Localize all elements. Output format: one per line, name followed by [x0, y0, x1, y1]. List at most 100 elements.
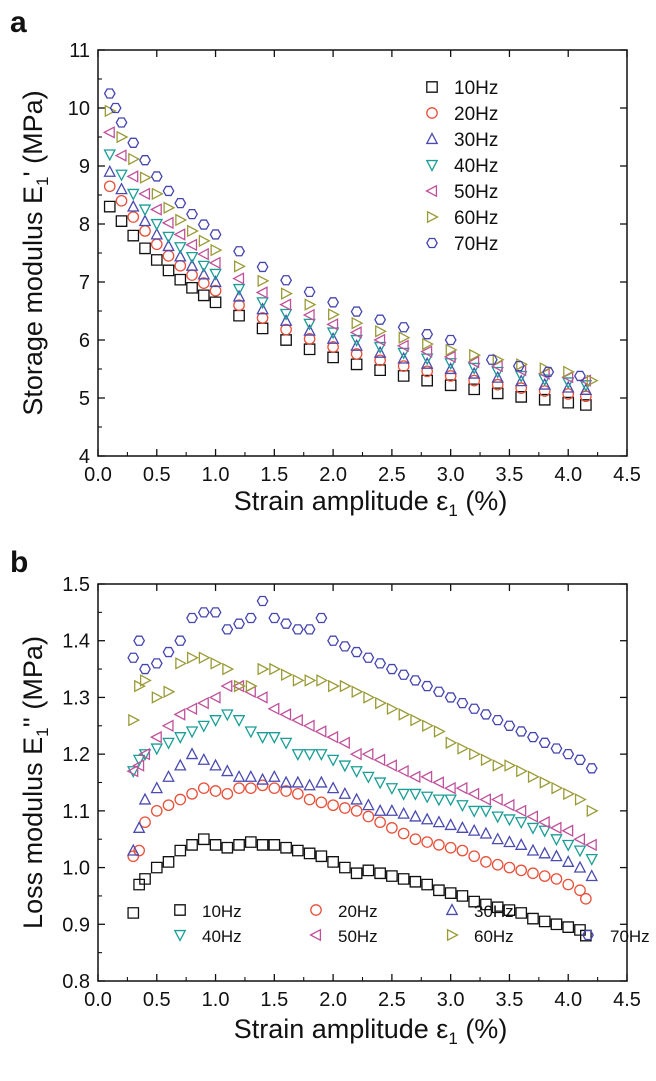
data-point — [420, 356, 434, 369]
data-point — [409, 875, 422, 888]
data-point — [421, 374, 434, 387]
data-point — [304, 674, 317, 687]
data-point — [527, 912, 539, 925]
data-point — [362, 810, 375, 823]
data-point — [138, 747, 151, 761]
data-point — [580, 892, 592, 905]
data-point — [468, 895, 481, 908]
data-point — [469, 747, 482, 761]
data-point — [139, 873, 151, 885]
y-tick-label: 6 — [79, 330, 90, 352]
data-point — [562, 878, 575, 891]
x-tick-label: 3.0 — [437, 464, 465, 486]
data-point — [456, 697, 469, 709]
data-point — [232, 289, 246, 302]
x-tick-label: 1.0 — [202, 989, 230, 1011]
data-point — [514, 370, 528, 383]
data-point — [539, 362, 552, 375]
data-point — [209, 284, 222, 297]
legend-item: 70Hz — [582, 927, 650, 946]
data-point — [102, 126, 115, 139]
data-point — [197, 782, 210, 795]
data-point — [350, 358, 363, 371]
data-point — [304, 298, 317, 311]
data-point — [456, 821, 469, 833]
data-point — [186, 787, 198, 800]
x-tick-label: 1.5 — [260, 464, 288, 486]
data-point — [221, 787, 234, 800]
data-point — [432, 686, 445, 697]
data-point — [339, 802, 351, 814]
data-point — [175, 657, 188, 670]
data-point — [233, 839, 245, 851]
legend-label: 40Hz — [454, 156, 498, 177]
data-point — [326, 781, 340, 794]
data-point — [256, 312, 269, 324]
data-point — [432, 776, 444, 789]
data-point — [397, 669, 410, 680]
data-point — [374, 816, 386, 829]
data-point — [256, 839, 269, 851]
data-point — [174, 197, 187, 209]
data-point — [232, 283, 246, 296]
data-point — [139, 674, 152, 687]
data-point — [174, 273, 187, 286]
series-20Hz — [103, 180, 592, 403]
data-point — [256, 261, 269, 273]
legend-marker — [582, 929, 594, 941]
legend-marker — [446, 928, 459, 942]
y-tick-label: 11 — [69, 40, 90, 62]
data-point — [444, 887, 457, 899]
data-point — [374, 354, 386, 367]
legend-marker — [426, 107, 438, 119]
y-tick-label: 10 — [68, 98, 90, 120]
data-point — [109, 102, 122, 114]
data-point — [479, 805, 493, 818]
legend-label: 50Hz — [454, 182, 498, 203]
legend-marker — [425, 184, 438, 198]
legend-marker — [173, 929, 187, 942]
data-point — [127, 229, 140, 242]
data-point — [174, 249, 187, 262]
data-point — [280, 275, 293, 286]
data-point — [280, 785, 292, 797]
data-point — [162, 185, 175, 197]
data-point — [209, 275, 222, 288]
data-point — [538, 737, 551, 748]
data-point — [515, 726, 528, 737]
data-point — [538, 377, 551, 390]
panel-b-label: b — [10, 546, 28, 579]
data-point — [397, 873, 410, 885]
x-axis-title: Strain amplitude ε1 (%) — [234, 486, 508, 520]
data-point — [303, 778, 316, 791]
data-point — [268, 612, 281, 624]
data-point — [492, 759, 505, 772]
data-point — [132, 754, 146, 767]
series-30Hz — [126, 747, 599, 882]
data-point — [515, 864, 528, 877]
data-point — [479, 709, 492, 720]
data-point — [210, 243, 223, 257]
data-point — [314, 725, 327, 738]
data-point — [196, 696, 209, 710]
legend-marker — [426, 237, 438, 249]
series-10Hz — [127, 833, 592, 942]
y-tick-label: 1.3 — [62, 687, 90, 709]
data-point — [173, 708, 186, 721]
x-tick-label: 3.5 — [496, 464, 524, 486]
legend-item: 20Hz — [310, 902, 378, 921]
data-point — [421, 836, 434, 848]
data-point — [162, 264, 175, 277]
legend-item: 50Hz — [425, 182, 498, 203]
data-point — [280, 323, 292, 336]
data-point — [174, 259, 187, 272]
storage-modulus-chart: 0.0 0.5 1.0 1.5 2.0 2.5 3.0 3.5 4.0 4.5 4 5 6 7 8 9 10 11… — [18, 40, 641, 520]
data-point — [281, 287, 293, 300]
data-point — [303, 286, 316, 298]
data-point — [268, 732, 281, 744]
data-point — [139, 225, 151, 237]
data-point — [444, 358, 457, 371]
data-point — [514, 804, 527, 818]
data-point — [280, 841, 292, 854]
data-point — [186, 612, 198, 624]
